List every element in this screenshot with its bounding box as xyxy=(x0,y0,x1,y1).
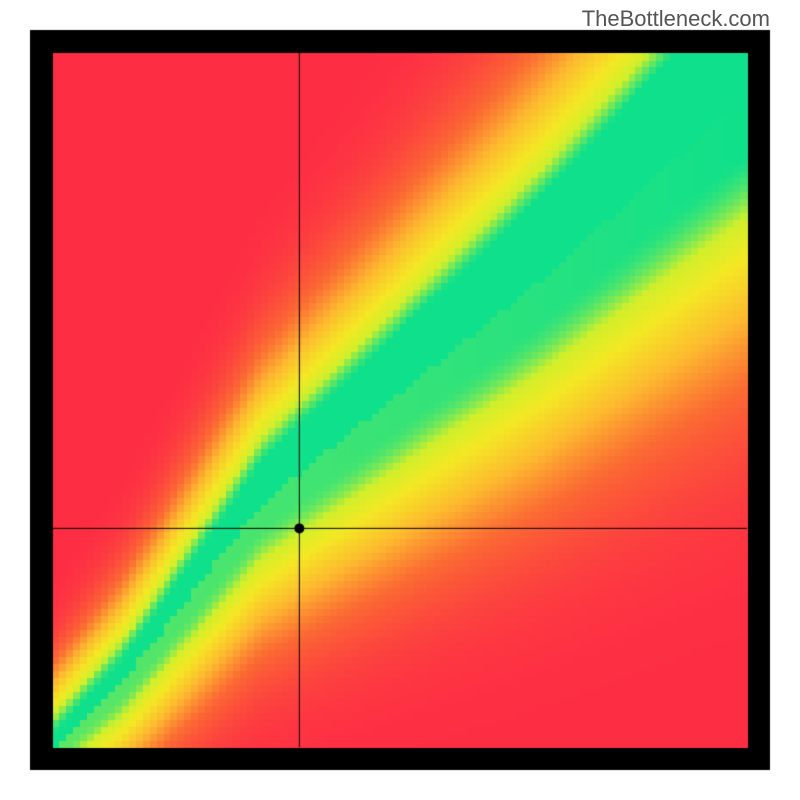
heatmap-canvas xyxy=(0,0,800,800)
watermark-label: TheBottleneck.com xyxy=(582,6,770,32)
root: TheBottleneck.com xyxy=(0,0,800,800)
